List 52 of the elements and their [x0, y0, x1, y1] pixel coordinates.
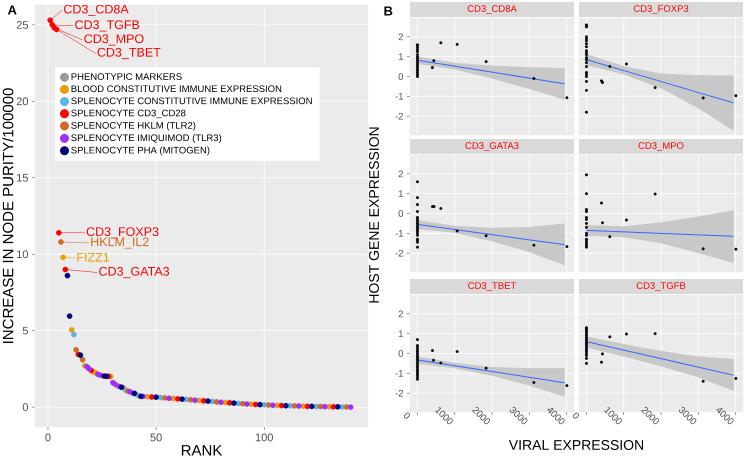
y-tick-label: 1	[398, 190, 403, 197]
chart-title: CD3_TBET	[468, 282, 516, 291]
y-tick-label: 2	[398, 34, 403, 40]
y-tick-label: 2	[398, 170, 403, 178]
text: A	[8, 6, 17, 14]
y-tick-label: 0	[398, 73, 404, 80]
annotation: CD3_TGFB	[75, 20, 140, 32]
y-tick-label: -1	[395, 93, 404, 100]
text: B	[384, 6, 392, 16]
x-axis-title: VIRAL EXPRESSION	[508, 440, 644, 450]
y-tick-label: 1	[398, 330, 403, 337]
y-tick-label: 20	[16, 97, 28, 106]
y-tick-label: 0	[398, 350, 404, 357]
y-axis-title: INCREASE IN NODE PURITY/100000	[2, 88, 14, 343]
y-tick-label: 2	[398, 310, 403, 318]
legend-label: SPLENOCYTE PHA (MITOGEN)	[71, 146, 210, 156]
annotation: HKLM_IL2	[91, 237, 149, 249]
x-tick-label: 0	[572, 412, 579, 419]
y-axis-title: HOST GENE EXPRESSION	[369, 127, 379, 303]
x-tick-label: 100	[256, 434, 273, 442]
annotation: CD3_MPO	[84, 34, 144, 46]
chart-title: CD3_CD8A	[468, 5, 517, 14]
chart-title: CD3_MPO	[638, 142, 684, 151]
x-tick-label: 0	[45, 434, 51, 442]
annotation: CD3_GATA3	[99, 266, 170, 278]
y-tick-label: 10	[17, 250, 28, 258]
y-tick-label: -2	[395, 112, 404, 120]
legend-label: SPLENOCYTE HKLM (TLR2)	[71, 122, 196, 131]
y-tick-label: 25	[16, 20, 28, 29]
chart-title: CD3_GATA3	[465, 142, 519, 151]
annotation: CD3_CD8A	[64, 4, 129, 16]
y-tick-label: -1	[395, 230, 404, 237]
y-tick-label: -2	[395, 250, 404, 256]
y-tick-label: -2	[395, 390, 404, 396]
annotation: FIZZ1	[77, 252, 110, 262]
y-tick-label: 15	[17, 174, 28, 182]
y-tick-label: 5	[22, 326, 28, 334]
legend-label: SPLENOCYTE CD3_CD28	[71, 110, 186, 118]
x-tick-label: 0	[404, 412, 410, 419]
chart-title: CD3_TGFB	[636, 282, 686, 291]
legend-label: SPLENOCYTE IMIQUIMOD (TLR3)	[71, 134, 222, 143]
legend-label: BLOOD CONSTITUTIVE IMMUNE EXPRESSION	[72, 85, 282, 92]
y-tick-label: 1	[398, 53, 403, 60]
legend-label: SPLENOCYTE CONSTITUTIVE IMMUNE EXPRESSION	[71, 97, 312, 104]
legend-label: PHENOTYPIC MARKERS	[72, 73, 182, 80]
x-tick-label: 50	[150, 434, 162, 442]
annotation: CD3_FOXP3	[86, 227, 158, 238]
chart-title: CD3_FOXP3	[634, 5, 688, 14]
y-tick-label: 0	[398, 210, 404, 217]
x-axis-title: RANK	[182, 445, 222, 456]
y-tick-label: -1	[395, 370, 404, 377]
annotation: CD3_TBET	[98, 48, 160, 60]
